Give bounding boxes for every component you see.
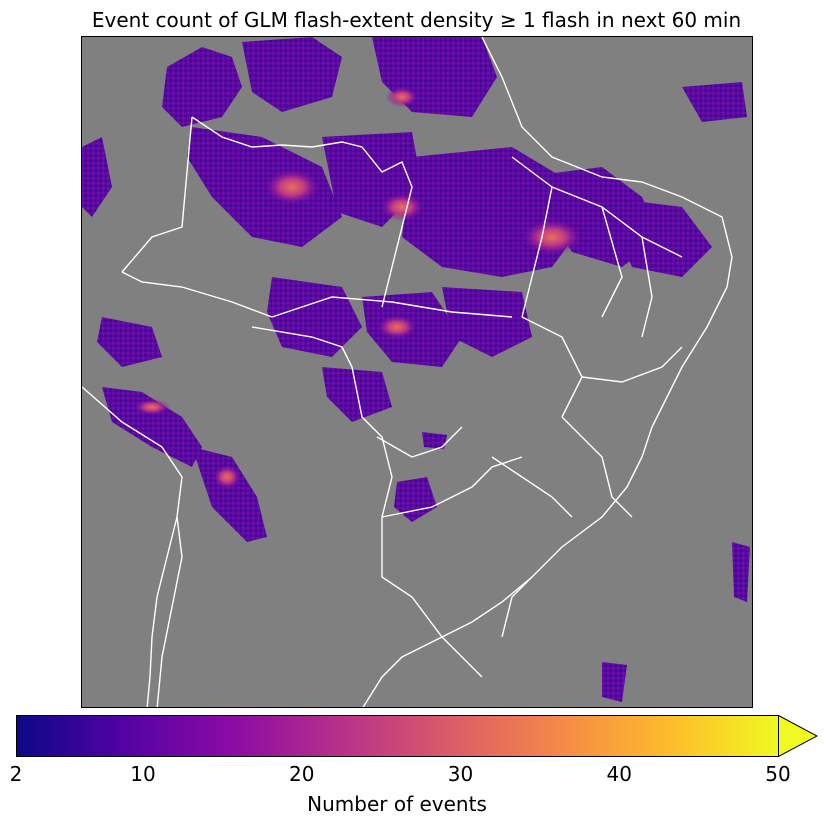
event-patch [602,662,627,702]
event-patch [394,477,437,522]
event-patch [267,277,362,357]
event-hotspot [134,399,170,415]
state-border [601,206,623,318]
event-patch [97,317,162,367]
coastline [362,37,733,707]
event-hotspot [213,465,241,489]
event-patch [602,197,712,277]
coastline [82,386,183,707]
country-border [381,517,443,638]
colorbar-tick-label: 10 [130,762,156,786]
state-border [561,416,633,518]
event-patch [422,432,447,449]
country-border [251,326,393,518]
country-border [376,426,463,458]
state-border [441,636,483,678]
colorbar-extend-arrow [778,715,818,757]
colorbar-tick-label: 50 [765,762,791,786]
event-patch [442,287,532,357]
colorbar [16,715,818,757]
event-patch [242,37,342,112]
event-hotspot [386,87,418,107]
state-border [511,156,553,318]
event-patch [372,37,497,117]
state-border [641,236,653,338]
map-panel [81,36,753,708]
event-hotspot [377,315,417,339]
event-density-layer [82,37,750,702]
state-border [381,186,413,308]
state-border [551,186,683,258]
state-border [491,456,573,518]
colorbar-tick-label: 30 [447,762,474,786]
colorbar-tick-label: 20 [289,762,315,786]
event-patch [192,447,267,542]
plot-title: Event count of GLM flash-extent density … [91,8,742,32]
state-border [501,576,533,638]
country-border [121,271,273,318]
colorbar-gradient [16,715,779,757]
borders-layer [82,37,733,707]
country-border [271,296,513,318]
event-patch [732,542,750,602]
state-border [521,316,583,418]
event-patch [102,387,202,467]
event-patch [682,82,747,122]
colorbar-tick-label: 2 [9,762,23,786]
event-hotspot [380,193,424,221]
event-hotspot [522,219,582,255]
state-border [581,346,683,383]
country-border [121,116,193,273]
event-patch [162,47,242,127]
colorbar-label: Number of events [307,792,487,816]
colorbar-tick-label: 40 [606,762,632,786]
event-patch [82,137,112,217]
country-border [156,516,183,707]
map-canvas [82,37,750,707]
country-border [191,116,413,188]
event-hotspot [264,169,320,205]
